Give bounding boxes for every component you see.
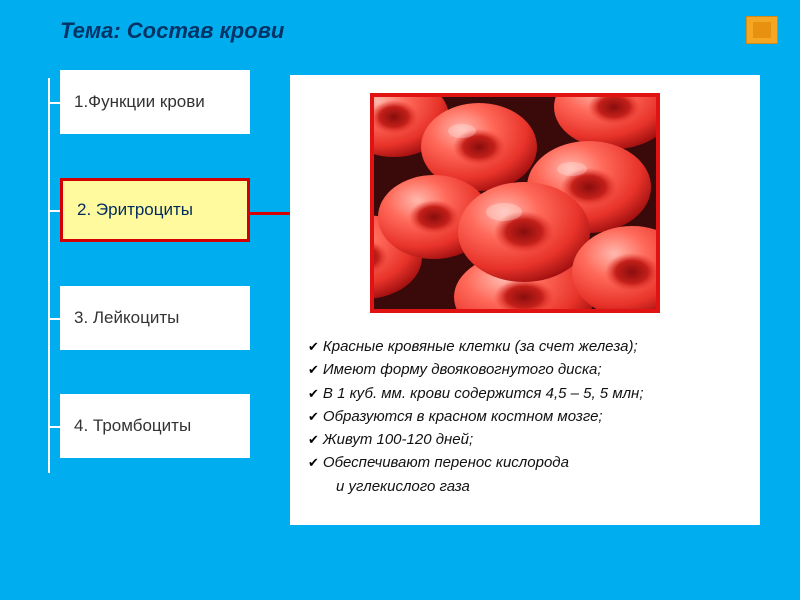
fact-item: Имеют форму двояковогнутого диска;: [308, 358, 643, 381]
tree-connector: [48, 426, 60, 428]
fact-item: Образуются в красном костном мозге;: [308, 405, 643, 428]
nav-label: 3. Лейкоциты: [74, 308, 179, 328]
fact-item: Красные кровяные клетки (за счет железа)…: [308, 335, 643, 358]
active-connector: [248, 212, 290, 215]
nav-item-thrombocytes[interactable]: 4. Тромбоциты: [60, 394, 250, 458]
blood-cells-illustration: [374, 97, 656, 309]
nav-label: 4. Тромбоциты: [74, 416, 191, 436]
facts-list: Красные кровяные клетки (за счет железа)…: [308, 335, 643, 498]
fact-item-continuation: и углекислого газа: [308, 475, 643, 498]
page-title: Тема: Состав крови: [0, 0, 800, 44]
tree-connector: [48, 318, 60, 320]
nav-label: 2. Эритроциты: [77, 200, 193, 220]
tree-connector: [48, 102, 60, 104]
nav-item-erythrocytes[interactable]: 2. Эритроциты: [60, 178, 250, 242]
corner-ornament: [746, 16, 778, 44]
fact-item: Живут 100-120 дней;: [308, 428, 643, 451]
fact-item: Обеспечивают перенос кислорода: [308, 451, 643, 474]
nav-item-leukocytes[interactable]: 3. Лейкоциты: [60, 286, 250, 350]
tree-line-vertical: [48, 78, 50, 473]
nav-label: 1.Функции крови: [74, 92, 205, 112]
nav-sidebar: 1.Функции крови 2. Эритроциты 3. Лейкоци…: [60, 70, 260, 502]
nav-item-functions[interactable]: 1.Функции крови: [60, 70, 250, 134]
content-panel: Красные кровяные клетки (за счет железа)…: [290, 75, 760, 525]
image-frame: [370, 93, 660, 313]
fact-item: В 1 куб. мм. крови содержится 4,5 – 5, 5…: [308, 382, 643, 405]
tree-connector: [48, 210, 60, 212]
corner-ornament-inner: [753, 22, 771, 38]
